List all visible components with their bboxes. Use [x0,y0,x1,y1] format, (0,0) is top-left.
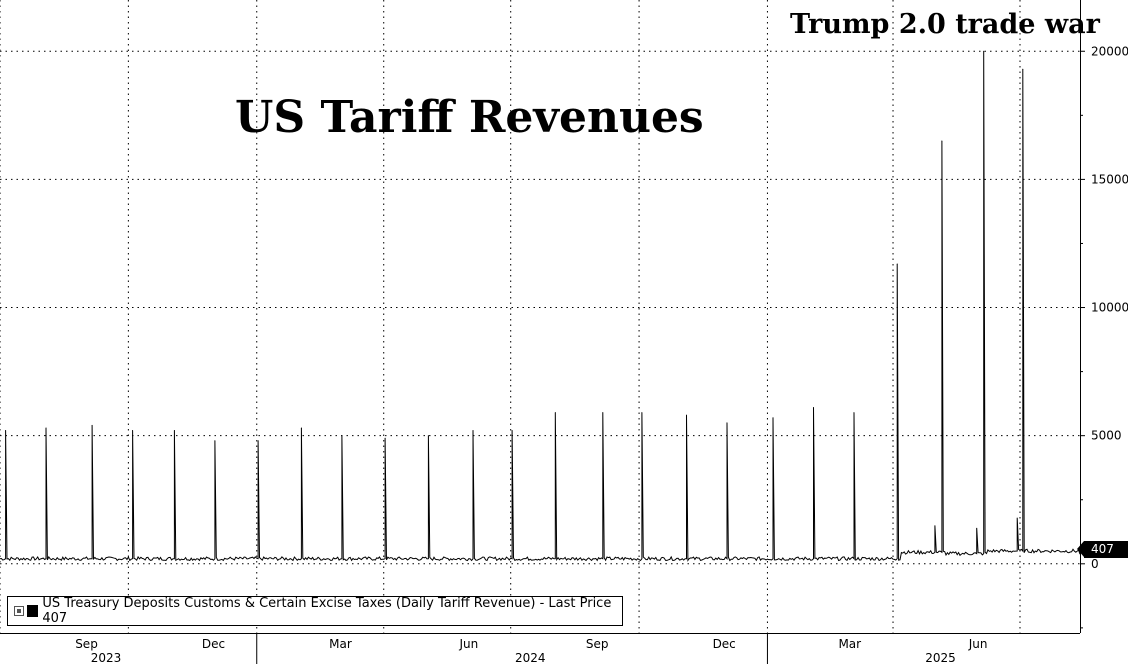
y-tick-label: 10000 [1091,301,1128,315]
spike-point [772,417,774,419]
spike-point [214,440,216,442]
chart-subtitle: Trump 2.0 trade war [790,9,1101,40]
last-price-marker: 407 [1077,541,1128,558]
x-tick-label: Dec [202,637,225,651]
spike-point [686,414,688,416]
spike-point [257,440,259,442]
x-tick-label: Mar [838,637,861,651]
x-tick-label: Sep [586,637,609,651]
x-year-label: 2023 [91,651,122,664]
spike-point [132,430,134,432]
series [0,50,1081,562]
x-year-label: 2025 [925,651,956,664]
spike-point [641,412,643,414]
x-year-label: 2024 [515,651,546,664]
spike-point [554,412,556,414]
y-tick-label: 0 [1091,557,1099,571]
series-line [0,51,1081,562]
x-tick-label: Dec [713,637,736,651]
legend: US Treasury Deposits Customs & Certain E… [7,596,623,626]
spike-point [91,424,93,426]
spike-point [812,406,814,408]
spike-point [173,430,175,432]
spike-point [896,263,898,265]
spike-point [511,430,513,432]
x-axis-ticks: Sep Dec Mar Jun Sep Dec Mar Jun 2023 2024 2025 [75,633,988,664]
spike-point [726,422,728,424]
spike-point [5,430,7,432]
spike-point [45,427,47,429]
spike-point [853,412,855,414]
y-tick-label: 15000 [1091,172,1128,186]
x-tick-label: Jun [458,637,478,651]
spike-point [384,437,386,439]
y-tick-label: 5000 [1091,429,1122,443]
y-tick-label: 20000 [1091,44,1128,58]
spike-point [300,427,302,429]
spike-point [1022,68,1024,70]
grid [0,0,1080,633]
spike-point [941,140,943,142]
y-axis-ticks: 0 5000 10000 15000 20000 [1080,44,1128,629]
spike-point [341,435,343,437]
chart-title: US Tariff Revenues [235,92,704,143]
x-tick-label: Jun [968,637,988,651]
x-tick-label: Mar [329,637,352,651]
spike-point [983,50,985,52]
legend-swatch [26,605,39,617]
spike-point [427,435,429,437]
legend-expand-icon[interactable] [14,606,24,616]
spike-point [472,430,474,432]
x-tick-label: Sep [75,637,98,651]
spike-point [602,412,604,414]
legend-label: US Treasury Deposits Customs & Certain E… [42,596,612,626]
